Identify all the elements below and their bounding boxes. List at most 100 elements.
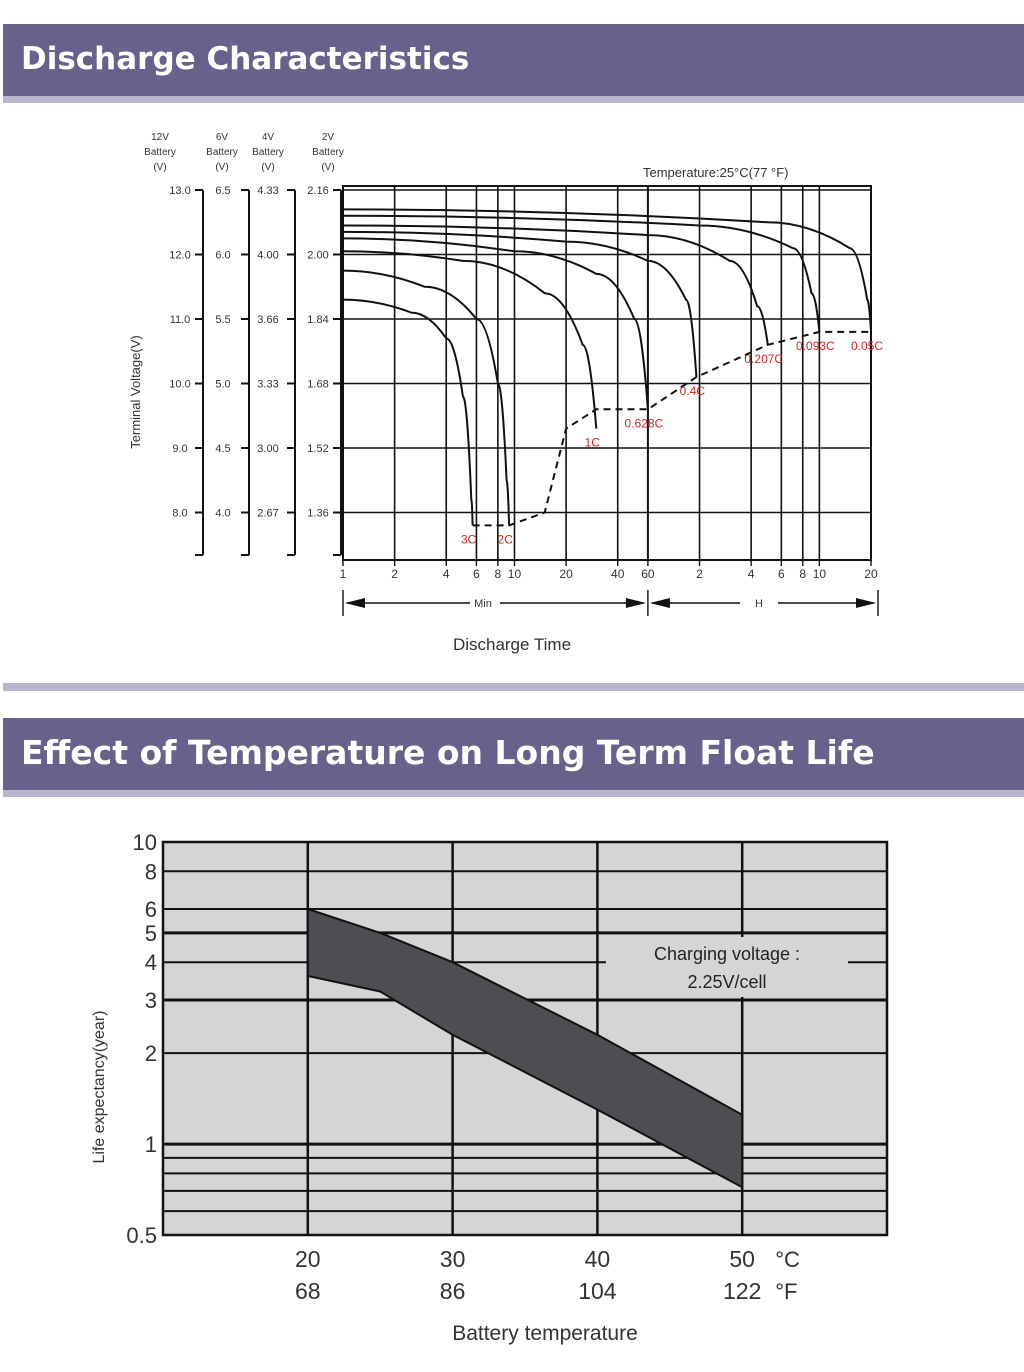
x-tick-label: 60	[641, 567, 655, 581]
scale-tick-label: 6.0	[215, 250, 230, 262]
x-unit-f: °F	[775, 1279, 797, 1304]
scale-tick-label: 4.0	[215, 508, 230, 520]
x-tick-label: 1	[340, 567, 347, 581]
x-tick-labels: 1 2 4 6 8 10 20 40 60 2 4 6 8 10 20	[340, 567, 878, 581]
scale-tick-label: 4.5	[215, 443, 230, 455]
x-tick-label-c: 50	[729, 1246, 755, 1272]
scale-tick-label: 2.16	[307, 185, 328, 197]
section-banner-discharge: Discharge Characteristics	[3, 24, 1024, 96]
annotation-text: Charging voltage :	[654, 944, 800, 964]
banner-underline	[3, 790, 1024, 797]
x-tick-label-f: 122	[723, 1278, 761, 1304]
discharge-curve	[342, 208, 872, 332]
scale-tick-label: 3.66	[257, 314, 278, 326]
y-tick-label: 4	[145, 950, 157, 975]
scale-header: 12V	[151, 132, 169, 143]
scale-tick-label: 5.5	[215, 314, 230, 326]
scale-header: Battery	[144, 147, 176, 158]
scale-tick-label: 1.84	[307, 314, 328, 326]
y-tick-label: 0.5	[126, 1223, 157, 1248]
x-tick-label: 20	[864, 567, 878, 581]
scale-header: (V)	[153, 162, 166, 173]
scale-header: (V)	[321, 162, 334, 173]
arrow-head	[649, 598, 670, 608]
scale-tick-label: 1.52	[307, 443, 328, 455]
cutoff-curve	[472, 330, 871, 527]
scale-header: 6V	[216, 132, 229, 143]
y-tick-label: 6	[145, 897, 157, 922]
scale-tick-label: 2.00	[307, 250, 328, 262]
x-tick-label-f: 104	[578, 1278, 617, 1304]
x-tick-label: 20	[559, 567, 573, 581]
discharge-chart: Temperature:25°C(77 °F) Terminal Voltage…	[128, 132, 883, 654]
series-label: 0.4C	[680, 384, 706, 398]
x-tick-label: 8	[799, 567, 806, 581]
section-divider	[3, 683, 1024, 691]
y-tick-label: 1	[145, 1132, 157, 1157]
time-unit-arrows: Min H	[342, 590, 879, 616]
x-tick-label-f: 68	[295, 1278, 321, 1304]
life-band	[306, 907, 744, 1189]
series-label: 0.093C	[796, 339, 835, 353]
x-tick-label-c: 30	[440, 1246, 466, 1272]
discharge-curve	[342, 224, 769, 345]
series-group: 3C 2C 1C 0.628C 0.4C 0.207C 0.093C 0.05C	[342, 208, 883, 546]
x-tick-label: 10	[813, 567, 827, 581]
x-tick-label: 6	[473, 567, 480, 581]
scale-header: (V)	[215, 162, 228, 173]
x-tick-label: 6	[778, 567, 785, 581]
x-tick-label-c: 40	[585, 1246, 611, 1272]
discharge-curve	[342, 214, 821, 333]
x-axis-label: Discharge Time	[453, 635, 571, 654]
scale-header: Battery	[206, 147, 238, 158]
y-axis-label: Terminal Voltage(V)	[128, 335, 143, 448]
scale-header: 4V	[262, 132, 275, 143]
series-label: 0.207C	[744, 352, 783, 366]
discharge-curve	[342, 250, 598, 429]
scale-tick-label: 3.33	[257, 379, 278, 391]
y-axis-label: Life expectancy(year)	[91, 1011, 108, 1164]
x-tick-label: 8	[495, 567, 502, 581]
x-tick-label: 4	[748, 567, 755, 581]
scale-tick-label: 4.33	[257, 185, 278, 197]
scale-tick-label: 11.0	[170, 314, 191, 326]
x-tick-label: 4	[443, 567, 450, 581]
unit-label-hour: H	[755, 598, 763, 610]
section-banner-float-life: Effect of Temperature on Long Term Float…	[3, 718, 1024, 790]
discharge-curve	[342, 237, 649, 410]
scale-tick-label: 3.00	[257, 443, 278, 455]
unit-label-min: Min	[474, 598, 492, 610]
annotation-bg	[606, 937, 848, 997]
x-axis-label: Battery temperature	[452, 1322, 638, 1345]
series-label: 3C	[461, 532, 477, 546]
scale-tick-label: 1.36	[307, 508, 328, 520]
grid	[342, 185, 872, 566]
banner-underline	[3, 96, 1024, 103]
arrow-head	[856, 598, 876, 608]
series-label: 0.628C	[625, 416, 664, 430]
discharge-curve	[342, 298, 474, 526]
arrow-head	[625, 598, 646, 608]
scale-header: 2V	[322, 132, 335, 143]
discharge-curve	[342, 230, 698, 378]
x-tick-label-c: 20	[295, 1246, 321, 1272]
y-tick-label: 3	[145, 988, 157, 1013]
discharge-curve	[342, 269, 511, 526]
series-label: 2C	[497, 532, 513, 546]
scale-header: Battery	[252, 147, 284, 158]
scale-tick-label: 8.0	[172, 508, 187, 520]
x-tick-label: 10	[508, 567, 522, 581]
temperature-label: Temperature:25°C(77 °F)	[643, 165, 789, 180]
plot-area: Charging voltage :2.25V/cell1086543210.5…	[126, 830, 889, 1304]
plot-frame	[342, 185, 872, 561]
scale-tick-label: 12.0	[169, 250, 190, 262]
y-tick-label: 8	[145, 859, 157, 884]
scale-header: Battery	[312, 147, 344, 158]
x-unit-c: °C	[775, 1247, 800, 1272]
series-label: 1C	[585, 436, 601, 450]
arrow-head	[345, 598, 365, 608]
scale-tick-label: 5.0	[215, 379, 230, 391]
scale-tick-label: 9.0	[172, 443, 187, 455]
section-title: Discharge Characteristics	[21, 41, 470, 77]
